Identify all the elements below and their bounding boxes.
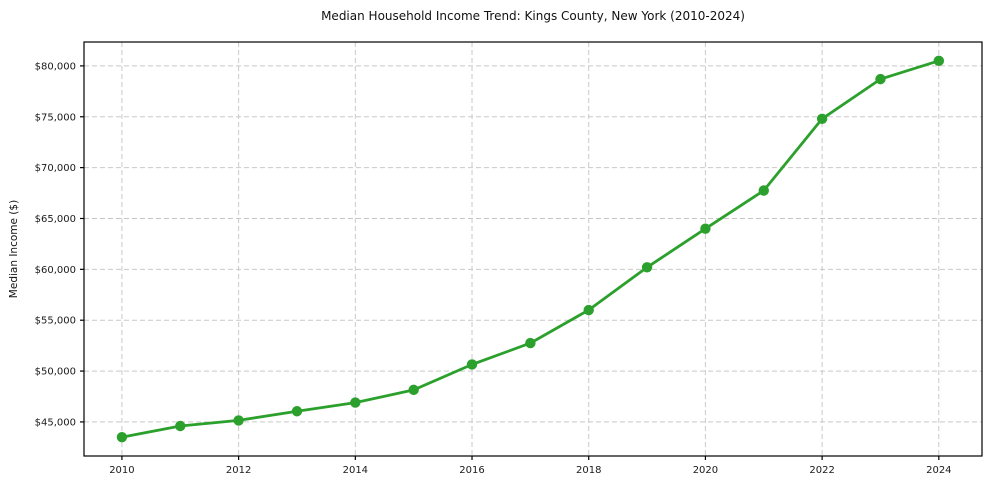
data-point-2019 — [641, 262, 653, 273]
y-tick-label: $60,000 — [35, 265, 76, 276]
y-tick-label: $45,000 — [35, 417, 76, 428]
data-point-2023 — [875, 73, 886, 85]
y-tick-label: $55,000 — [35, 316, 76, 327]
x-tick-label: 2018 — [576, 465, 601, 476]
data-point-2022 — [816, 113, 828, 124]
data-point-2016 — [466, 359, 478, 370]
x-tick-label: 2020 — [693, 465, 718, 476]
data-point-2021 — [758, 185, 769, 196]
axes-spines — [83, 41, 983, 457]
x-tick-label: 2010 — [109, 465, 134, 476]
data-point-2017 — [525, 337, 536, 349]
y-tick-label: $65,000 — [35, 214, 76, 225]
x-tick-label: 2022 — [809, 465, 834, 476]
x-tick-label: 2024 — [926, 465, 951, 476]
y-tick-label: $50,000 — [35, 367, 76, 378]
x-tick-label: 2016 — [459, 465, 484, 476]
data-point-2013 — [291, 406, 303, 417]
y-tick-label: $75,000 — [35, 112, 76, 123]
y-tick-label: $70,000 — [35, 163, 76, 174]
x-tick-label: 2012 — [226, 465, 251, 476]
data-point-2014 — [350, 397, 361, 408]
data-point-2018 — [583, 304, 594, 316]
x-tick-label: 2014 — [343, 465, 368, 476]
data-point-2010 — [116, 431, 128, 443]
data-point-2024 — [933, 55, 945, 67]
data-point-2011 — [175, 420, 186, 432]
data-point-2015 — [408, 384, 419, 396]
chart-title: Median Household Income Trend: Kings Cou… — [321, 9, 745, 23]
data-point-2012 — [233, 415, 244, 426]
data-point-2020 — [700, 223, 711, 234]
y-tick-label: $80,000 — [35, 61, 76, 72]
